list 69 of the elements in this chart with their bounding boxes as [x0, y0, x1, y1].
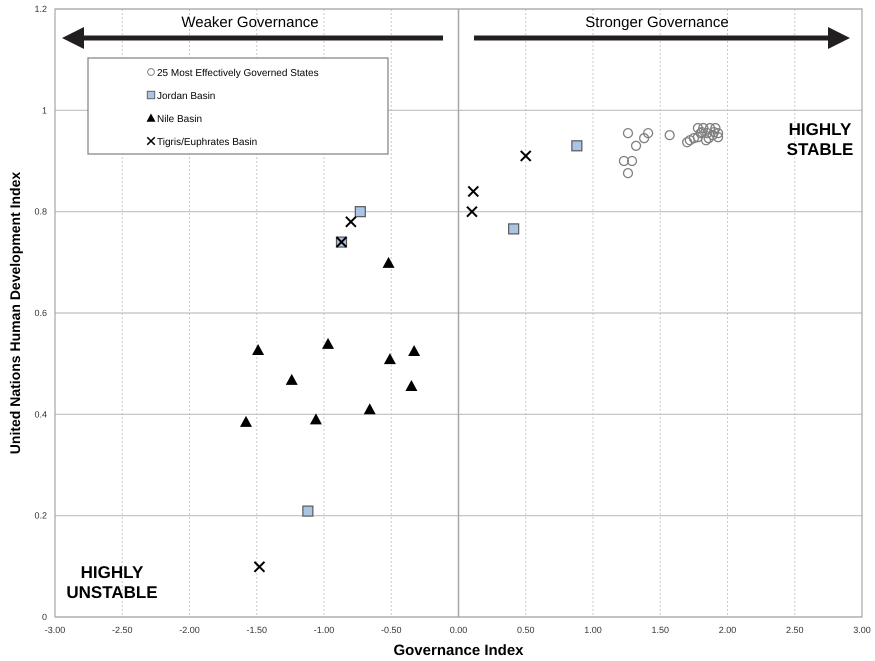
legend-label: Nile Basin — [157, 114, 202, 125]
x-tick-label: -1.50 — [246, 625, 268, 635]
point — [626, 156, 638, 166]
x-tick-label: -3.00 — [44, 625, 66, 635]
x-tick-label: 0.00 — [450, 625, 468, 635]
annotation: Stronger Governance — [585, 14, 729, 31]
point — [520, 150, 532, 162]
x-tick-label: 2.50 — [786, 625, 804, 635]
annotation: Weaker Governance — [181, 14, 319, 31]
point — [354, 206, 366, 218]
point — [382, 256, 395, 268]
point — [240, 416, 252, 427]
point — [704, 122, 716, 134]
point — [700, 135, 712, 146]
point — [622, 128, 634, 138]
point — [310, 413, 322, 424]
point — [467, 185, 480, 198]
x-tick-label: -2.50 — [112, 625, 133, 635]
point — [408, 345, 420, 356]
y-tick-label: 1 — [42, 105, 47, 116]
point — [508, 223, 520, 234]
x-tick-label: -2.00 — [179, 625, 200, 635]
point — [252, 344, 264, 355]
point — [466, 206, 478, 218]
x-tick-label: 1.50 — [651, 625, 670, 635]
point — [630, 140, 642, 151]
annotation: HIGHLY UNSTABLE — [66, 563, 158, 602]
point — [253, 560, 266, 573]
point — [664, 130, 675, 140]
point — [286, 374, 298, 385]
point — [405, 380, 418, 391]
point — [638, 133, 650, 144]
point — [364, 403, 376, 414]
y-tick-label: 0 — [42, 612, 47, 622]
point — [622, 168, 634, 178]
legend-label: Jordan Basin — [157, 91, 216, 102]
point — [682, 137, 692, 148]
point — [571, 140, 582, 152]
point — [692, 132, 704, 142]
point — [712, 128, 724, 138]
legend-label: Tigris/Euphrates Basin — [157, 137, 258, 148]
y-tick-label: 1.2 — [34, 4, 47, 14]
point — [618, 156, 630, 166]
point — [710, 122, 721, 134]
x-axis-title: Governance Index — [393, 642, 524, 659]
x-tick-label: 2.00 — [718, 625, 736, 635]
point — [712, 132, 724, 142]
x-tick-label: -1.00 — [314, 625, 334, 635]
point — [322, 338, 334, 349]
y-tick-label: 0.8 — [34, 206, 47, 217]
y-axis-title: United Nations Human Development Index — [7, 172, 23, 454]
y-tick-label: 0.4 — [34, 409, 47, 420]
point — [642, 128, 654, 138]
point — [698, 122, 708, 134]
point — [704, 133, 714, 144]
y-tick-label: 0.2 — [34, 510, 47, 521]
annotation: HIGHLY STABLE — [786, 120, 854, 159]
legend-label: 25 Most Effectively Governed States — [157, 68, 319, 79]
point — [302, 506, 314, 517]
x-tick-label: 0.50 — [516, 625, 535, 635]
x-tick-label: 1.00 — [584, 625, 602, 635]
point — [384, 353, 396, 364]
x-tick-label: -0.50 — [380, 625, 402, 635]
y-tick-label: 0.6 — [34, 308, 47, 318]
x-tick-label: 3.00 — [853, 625, 871, 635]
point — [688, 133, 700, 144]
point — [692, 122, 704, 134]
point — [344, 216, 357, 228]
point — [684, 135, 695, 146]
